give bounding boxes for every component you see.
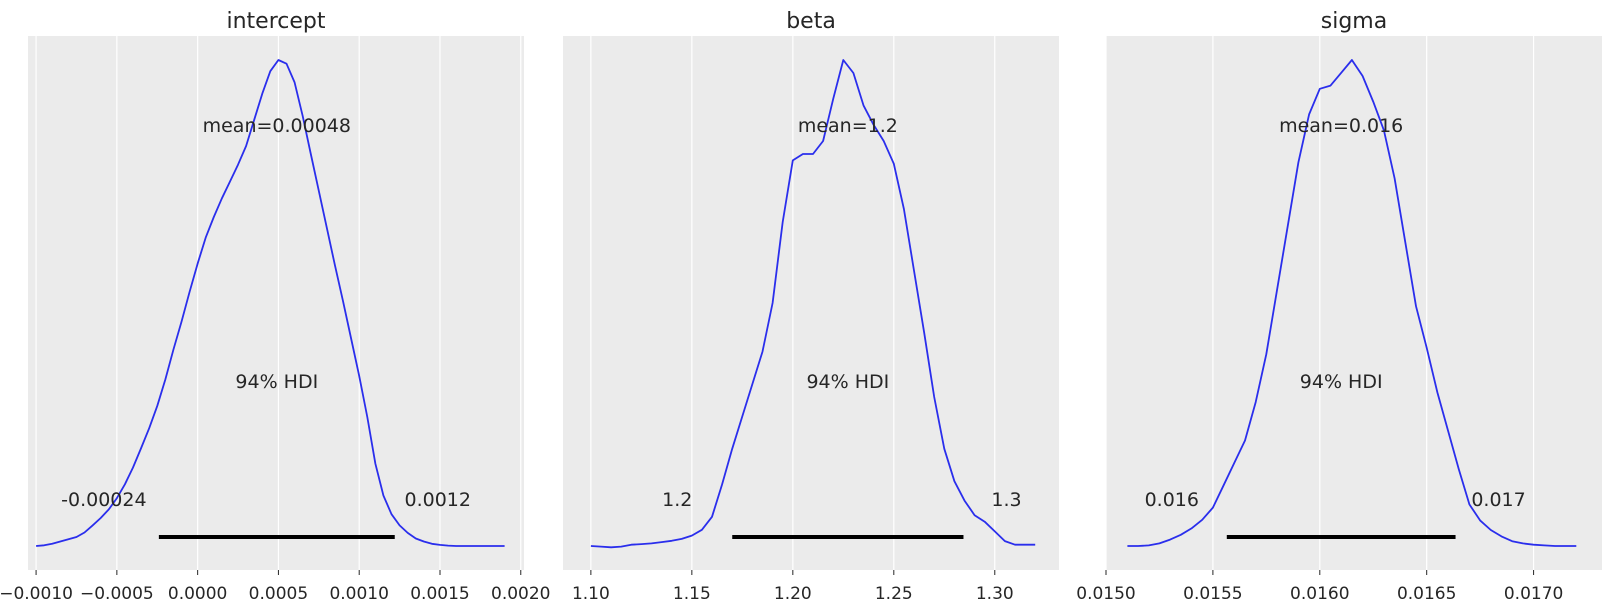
x-tick-label: 0.0160: [1290, 584, 1349, 604]
x-tick-label: 1.30: [976, 584, 1014, 604]
x-tick-label: 1.10: [572, 584, 610, 604]
x-tick-label: 0.0165: [1397, 584, 1456, 604]
x-tick-label: 0.0020: [491, 584, 550, 604]
x-tick-label: 0.0155: [1183, 584, 1242, 604]
kde-curve: [36, 59, 505, 547]
hdi-label: 94% HDI: [1300, 371, 1383, 393]
x-tick-label: 1.20: [774, 584, 812, 604]
hdi-high-label: 1.3: [991, 489, 1021, 511]
kde-curve: [1127, 59, 1577, 547]
kde-curve: [590, 59, 1036, 549]
x-tick-label: 0.0005: [249, 584, 308, 604]
panel-sigma: 0.0150 0.0155 0.0160 0.0165 0.0170 sigma mean=…: [1076, 9, 1602, 604]
x-tick-label: 0.0170: [1504, 584, 1563, 604]
hdi-high-label: 0.017: [1471, 489, 1525, 511]
x-tick-label: 0.0000: [168, 584, 227, 604]
panel-beta: 1.10 1.15 1.20 1.25 1.30 beta mean=1.2 94% HDI 1…: [563, 9, 1059, 604]
hdi-label: 94% HDI: [806, 371, 889, 393]
panel-title: beta: [786, 9, 836, 34]
hdi-low-label: -0.00024: [61, 489, 146, 511]
hdi-low-label: 0.016: [1145, 489, 1199, 511]
panel-title: intercept: [227, 9, 326, 34]
plot-area: [1106, 36, 1602, 570]
x-tick-label: 1.15: [673, 584, 711, 604]
panel-intercept: −0.0010 −0.0005 0.0000 0.0005 0.0010 0.0015 0.…: [0, 9, 551, 604]
mean-label: mean=0.00048: [203, 115, 351, 137]
plot-area: [28, 36, 524, 570]
plot-area: [563, 36, 1059, 570]
x-tick-label: −0.0005: [80, 584, 154, 604]
hdi-label: 94% HDI: [235, 371, 318, 393]
mean-label: mean=0.016: [1279, 115, 1403, 137]
panel-title: sigma: [1321, 9, 1387, 34]
x-tick-label: −0.0010: [0, 584, 73, 604]
mean-label: mean=1.2: [798, 115, 898, 137]
x-tick-label: 0.0015: [410, 584, 469, 604]
hdi-high-label: 0.0012: [405, 489, 471, 511]
x-tick-label: 0.0150: [1076, 584, 1135, 604]
x-tick-label: 1.25: [875, 584, 913, 604]
x-tick-label: 0.0010: [329, 584, 388, 604]
hdi-low-label: 1.2: [662, 489, 692, 511]
